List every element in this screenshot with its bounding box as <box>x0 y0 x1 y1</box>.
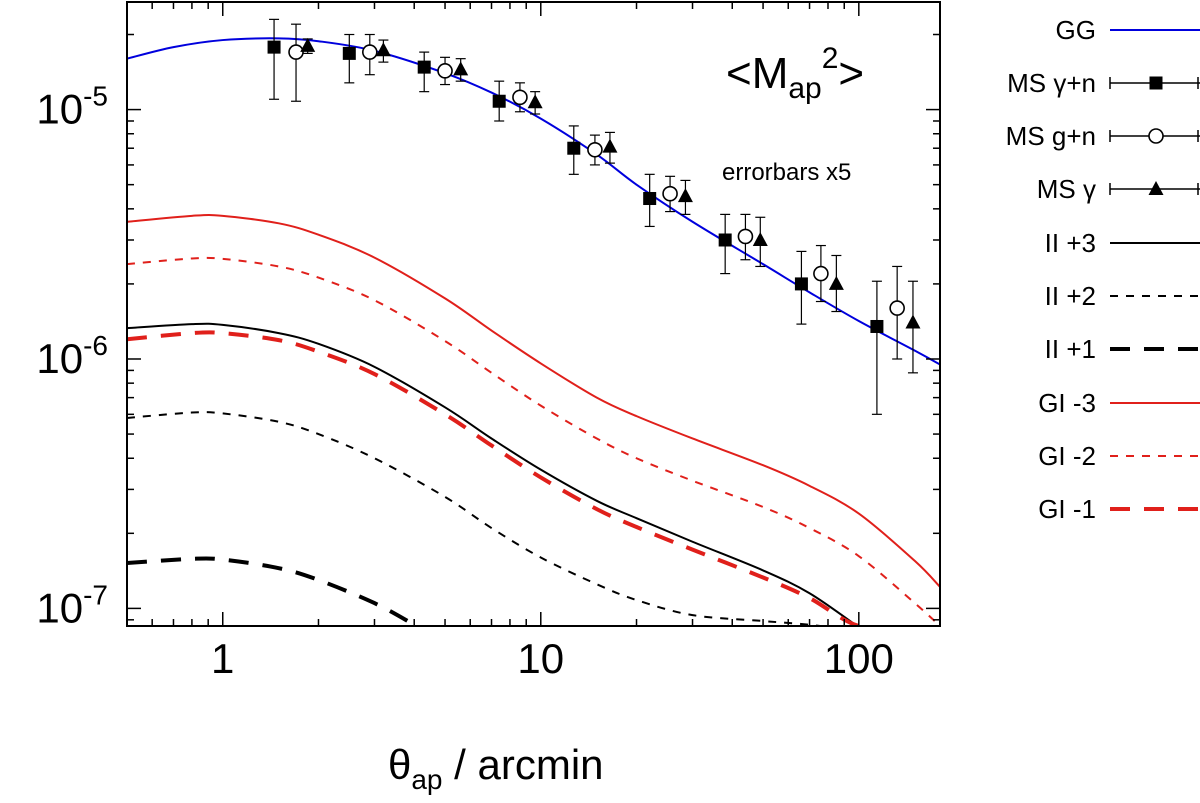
data-point <box>905 314 921 329</box>
series-points-ms-gamma <box>300 37 921 374</box>
legend-label: MS g+n <box>1006 121 1096 151</box>
series-line-gi-minus-3 <box>127 213 940 588</box>
x-axis-label-theta: θ <box>388 741 411 788</box>
data-point <box>342 46 356 60</box>
legend-label: GG <box>1056 15 1096 45</box>
x-tick-label: 100 <box>824 635 894 682</box>
annotation-post: > <box>838 49 864 98</box>
data-point <box>587 141 603 158</box>
annotation-title: <Map2> <box>726 42 864 105</box>
annotation-sub: ap <box>788 72 821 105</box>
y-tick-exponent: -5 <box>83 81 108 112</box>
data-point <box>527 94 543 109</box>
x-axis-label-rest: / arcmin <box>443 741 604 788</box>
data-point <box>828 275 844 290</box>
x-tick-label: 1 <box>211 635 234 682</box>
x-tick-label: 10 <box>517 635 564 682</box>
annotation-pre: <M <box>726 49 788 98</box>
y-tick-base: 10 <box>36 335 83 382</box>
series-line-gg <box>127 37 940 366</box>
legend-marker <box>1148 128 1164 144</box>
data-point <box>567 141 581 155</box>
y-tick-exponent: -7 <box>83 579 108 610</box>
data-point <box>643 192 657 206</box>
data-point <box>375 42 391 57</box>
series-line-ii-plusminus-2 <box>127 411 827 626</box>
series-line-ii-plusminus-1 <box>127 556 416 626</box>
legend-label: MS γ <box>1037 174 1096 204</box>
series-line-gi-minus-1 <box>127 330 870 626</box>
data-point <box>288 44 304 60</box>
legend-item-ms-gplus-n: MS g+n <box>1006 121 1200 151</box>
legend-item-gi-minus-1: GI -1 <box>1038 494 1200 524</box>
legend-label: II +1 <box>1045 334 1096 364</box>
data-point <box>361 44 378 60</box>
legend-marker <box>1149 76 1163 90</box>
plot-frame <box>126 1 941 627</box>
data-point <box>662 185 678 202</box>
annotation-sup: 2 <box>822 42 839 75</box>
data-point <box>453 61 469 76</box>
legend-marker <box>1148 181 1164 195</box>
data-point <box>794 277 808 291</box>
legend-item-gi-minus-3: GI -3 <box>1038 388 1200 418</box>
y-tick-label: 10-5 <box>36 81 108 133</box>
legend-label: II +3 <box>1045 228 1096 258</box>
y-tick-base: 10 <box>36 584 83 631</box>
data-point <box>870 319 884 333</box>
data-point <box>677 188 693 203</box>
x-axis-label-sub: ap <box>411 764 442 795</box>
legend-item-ii-plusminus-1: II +1 <box>1045 334 1200 364</box>
legend-label: II +2 <box>1045 281 1096 311</box>
data-point <box>752 231 768 246</box>
data-point <box>737 228 754 245</box>
y-tick-label: 10-7 <box>36 579 108 631</box>
data-point <box>417 60 431 74</box>
legend-item-ms-gamma: MS γ <box>1037 174 1200 204</box>
data-point <box>602 138 618 153</box>
legend-label: GI -3 <box>1038 388 1096 418</box>
data-point <box>437 63 453 79</box>
series-line-gi-minus-2 <box>127 256 940 626</box>
legend-item-ii-plusminus-3: II +3 <box>1045 228 1200 258</box>
series-layer <box>127 18 940 626</box>
series-points-ms-gammaplus-n <box>267 18 884 415</box>
series-line-ii-plusminus-3 <box>127 322 859 626</box>
legend-label: GI -1 <box>1038 494 1096 524</box>
data-point <box>300 37 316 52</box>
legend-item-ii-plusminus-2: II +2 <box>1045 281 1200 311</box>
series-points-ms-gplus-n <box>288 23 905 360</box>
data-point <box>813 265 829 282</box>
legend-item-gg: GG <box>1056 15 1200 45</box>
errorbar-note: errorbars x5 <box>722 159 851 186</box>
x-axis-label: θap / arcmin <box>388 741 604 795</box>
data-point <box>512 89 528 106</box>
legend-label: GI -2 <box>1038 441 1096 471</box>
data-point <box>718 233 732 247</box>
y-tick-base: 10 <box>36 86 83 133</box>
data-point <box>492 94 506 108</box>
data-point <box>889 300 905 316</box>
y-tick-label: 10-6 <box>36 330 108 382</box>
legend-label: MS γ+n <box>1007 68 1096 98</box>
y-tick-exponent: -6 <box>83 330 108 361</box>
legend-item-ms-gammaplus-n: MS γ+n <box>1007 68 1200 98</box>
legend: GG MS γ+n MS g+n MS γ II +3 II +2 II +1 GI -3 GI… <box>1006 15 1200 524</box>
legend-item-gi-minus-2: GI -2 <box>1038 441 1200 471</box>
data-point <box>267 40 281 54</box>
